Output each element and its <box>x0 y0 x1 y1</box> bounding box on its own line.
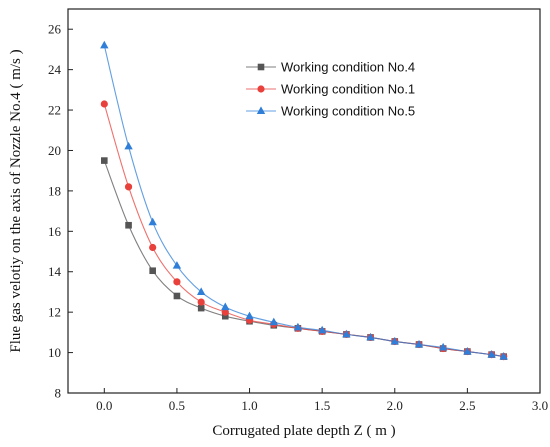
y-tick-label: 14 <box>48 264 62 279</box>
data-point-no5 <box>463 346 472 355</box>
y-tick-label: 20 <box>48 143 61 158</box>
data-point-no5 <box>196 287 206 295</box>
legend: Working condition No.4 Working condition … <box>246 60 415 119</box>
data-point-no5 <box>317 325 327 334</box>
x-tick-label: 2.5 <box>459 398 475 413</box>
data-point-no5 <box>342 329 351 338</box>
y-tick-label: 24 <box>48 62 62 77</box>
legend-item-no4: Working condition No.4 <box>246 60 415 75</box>
series-no5 <box>100 40 508 360</box>
y-axis-title: Flue gas velotiy on the axis of Nozzle N… <box>8 49 24 352</box>
data-point-no4 <box>101 157 108 164</box>
legend-label: Working condition No.1 <box>281 82 415 97</box>
y-tick-label: 8 <box>55 386 62 401</box>
data-point-no4 <box>221 312 229 320</box>
x-tick-label: 0.5 <box>169 398 185 413</box>
legend-marker <box>257 63 265 71</box>
data-point-no5 <box>172 261 182 269</box>
tick-labels: 0.0 0.5 1.0 1.5 2.0 2.5 3.0 8 10 12 14 16 18 20 22 24 26 <box>48 22 548 413</box>
series-layer <box>100 40 508 361</box>
data-point-no5 <box>438 342 448 351</box>
data-point-no5 <box>499 352 508 360</box>
data-point-no5 <box>221 302 230 311</box>
legend-item-no1: Working condition No.1 <box>246 82 415 97</box>
x-tick-label: 1.0 <box>241 398 257 413</box>
data-point-no4 <box>197 304 205 312</box>
data-point-no5 <box>390 336 399 345</box>
legend-marker <box>257 85 265 93</box>
y-tick-label: 10 <box>48 345 61 360</box>
data-point-no5 <box>148 217 157 226</box>
data-point-no1 <box>197 298 205 306</box>
data-point-no5 <box>487 350 496 358</box>
x-tick-label: 3.0 <box>532 398 548 413</box>
data-point-no5 <box>245 311 254 320</box>
axis-ticks <box>68 28 541 394</box>
data-point-no1 <box>149 243 157 252</box>
legend-label: Working condition No.4 <box>281 60 415 75</box>
x-tick-label: 0.0 <box>96 398 112 413</box>
data-point-no5 <box>366 332 375 341</box>
y-tick-label: 26 <box>48 22 62 37</box>
y-tick-label: 18 <box>48 183 61 198</box>
x-tick-label: 2.0 <box>387 398 403 413</box>
data-point-no5 <box>293 322 303 331</box>
legend-item-no5: Working condition No.5 <box>246 104 415 119</box>
y-tick-label: 12 <box>48 305 61 320</box>
y-tick-label: 22 <box>48 103 61 118</box>
y-tick-label: 16 <box>48 224 62 239</box>
data-point-no5 <box>124 141 133 150</box>
data-point-no1 <box>221 308 229 316</box>
data-point-no4 <box>149 267 156 275</box>
plot-area-frame <box>67 8 541 394</box>
data-point-no5 <box>414 339 424 348</box>
x-axis-title: Corrugated plate depth Z ( m ) <box>212 423 395 439</box>
data-point-no1 <box>173 278 181 286</box>
data-point-no4 <box>173 292 181 300</box>
data-point-no5 <box>100 40 109 49</box>
legend-marker <box>256 106 266 114</box>
data-point-no1 <box>100 100 108 108</box>
data-point-no5 <box>269 317 278 326</box>
data-point-no4 <box>125 221 132 229</box>
legend-label: Working condition No.5 <box>281 104 415 119</box>
x-tick-label: 1.5 <box>314 398 330 413</box>
data-point-no1 <box>124 183 133 191</box>
